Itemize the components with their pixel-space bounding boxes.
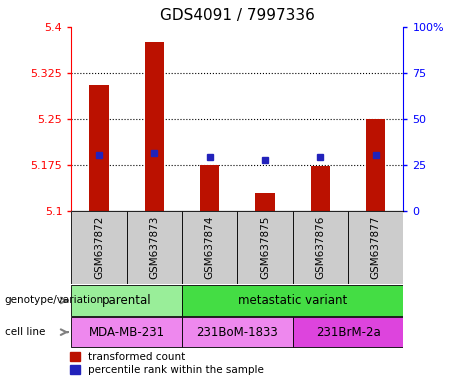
Text: GSM637873: GSM637873 xyxy=(149,216,160,280)
Text: 231BrM-2a: 231BrM-2a xyxy=(316,326,380,339)
Text: parental: parental xyxy=(102,294,152,307)
Bar xyxy=(366,119,385,211)
Text: genotype/variation: genotype/variation xyxy=(5,295,104,306)
Bar xyxy=(71,318,182,347)
Bar xyxy=(71,285,182,316)
Text: 231BoM-1833: 231BoM-1833 xyxy=(196,326,278,339)
Text: GSM637877: GSM637877 xyxy=(371,216,381,280)
Text: GSM637872: GSM637872 xyxy=(94,216,104,280)
Bar xyxy=(89,85,109,211)
Bar xyxy=(293,211,348,284)
Bar xyxy=(200,165,219,211)
Bar xyxy=(255,193,275,211)
Text: GSM637875: GSM637875 xyxy=(260,216,270,280)
Title: GDS4091 / 7997336: GDS4091 / 7997336 xyxy=(160,8,315,23)
Legend: transformed count, percentile rank within the sample: transformed count, percentile rank withi… xyxy=(70,352,264,375)
Bar xyxy=(237,211,293,284)
Bar xyxy=(182,211,237,284)
Bar xyxy=(182,285,403,316)
Bar xyxy=(71,211,127,284)
Text: GSM637876: GSM637876 xyxy=(315,216,325,280)
Bar xyxy=(127,211,182,284)
Bar xyxy=(293,318,403,347)
Bar xyxy=(311,166,330,211)
Text: GSM637874: GSM637874 xyxy=(205,216,215,280)
Text: metastatic variant: metastatic variant xyxy=(238,294,347,307)
Text: cell line: cell line xyxy=(5,327,45,337)
Bar xyxy=(182,318,293,347)
Bar xyxy=(145,42,164,211)
Text: MDA-MB-231: MDA-MB-231 xyxy=(89,326,165,339)
Bar xyxy=(348,211,403,284)
